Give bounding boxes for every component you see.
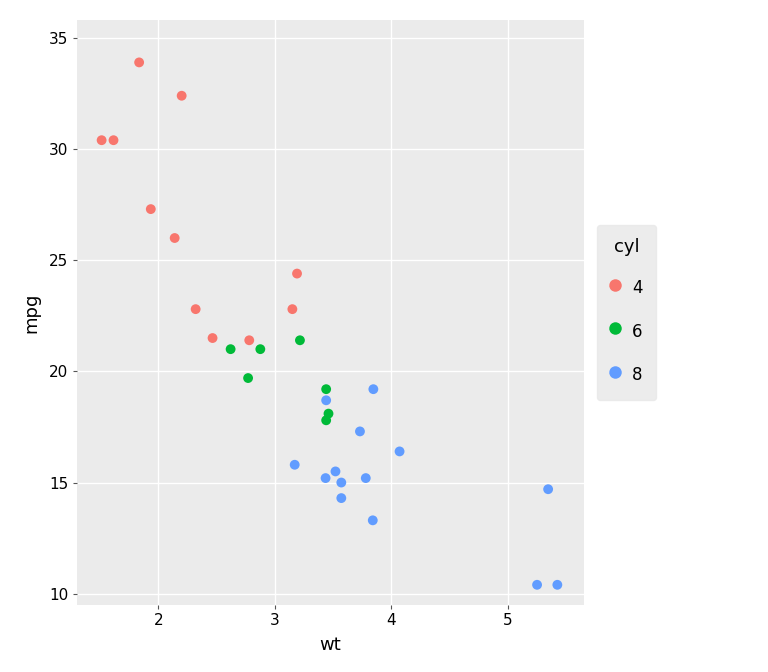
4 xyxy=(108,135,120,146)
Legend: 4, 6, 8: 4, 6, 8 xyxy=(597,224,656,401)
8 xyxy=(551,579,564,590)
8 xyxy=(335,493,347,503)
4 xyxy=(291,268,303,279)
4 xyxy=(133,57,145,68)
6 xyxy=(242,373,254,384)
8 xyxy=(335,477,347,488)
Y-axis label: mpg: mpg xyxy=(23,292,41,333)
6 xyxy=(320,415,333,425)
6 xyxy=(254,344,266,355)
8 xyxy=(359,472,372,483)
6 xyxy=(294,335,306,345)
6 xyxy=(224,344,237,355)
4 xyxy=(286,304,299,314)
8 xyxy=(354,426,366,437)
8 xyxy=(289,460,301,470)
4 xyxy=(207,333,219,343)
X-axis label: wt: wt xyxy=(319,636,341,655)
8 xyxy=(542,484,554,495)
4 xyxy=(144,204,157,214)
6 xyxy=(320,384,333,394)
4 xyxy=(243,335,256,345)
8 xyxy=(393,446,406,457)
8 xyxy=(319,472,332,483)
4 xyxy=(168,233,180,243)
8 xyxy=(366,515,379,526)
8 xyxy=(329,466,342,477)
8 xyxy=(320,395,333,406)
4 xyxy=(95,135,108,146)
6 xyxy=(323,409,335,419)
8 xyxy=(531,579,543,590)
8 xyxy=(367,384,379,394)
4 xyxy=(176,90,188,101)
4 xyxy=(190,304,202,314)
